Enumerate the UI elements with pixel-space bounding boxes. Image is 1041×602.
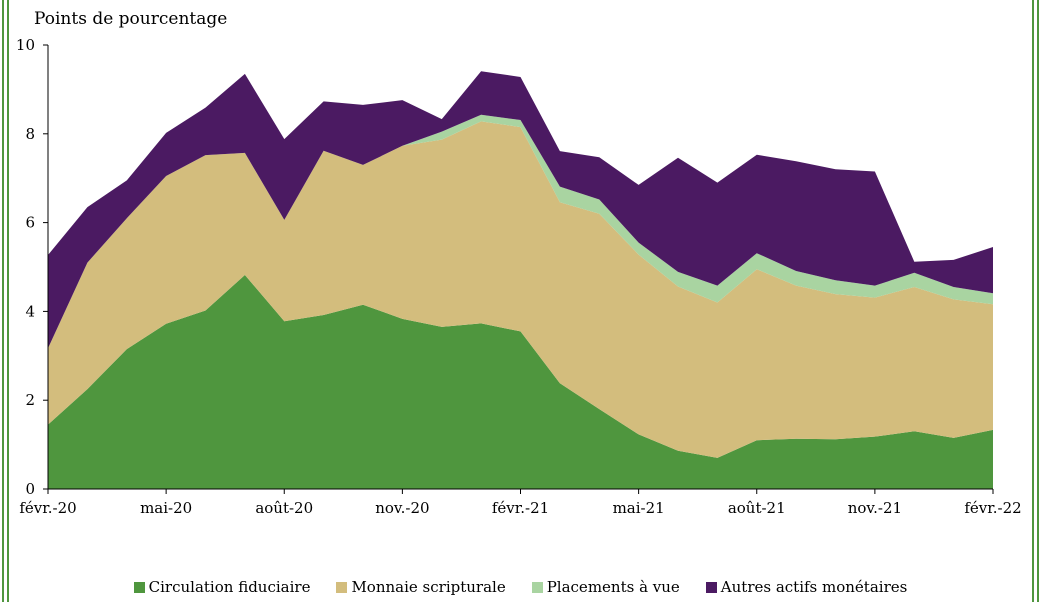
area-layers [48, 71, 993, 489]
legend-item: Placements à vue [531, 578, 680, 596]
axes: 0 2 4 6 8 10 févr.-20 mai-20 août-20 nov.-20 févr.… [16, 36, 1022, 517]
legend-item: Autres actifs monétaires [705, 578, 908, 596]
x-tick-label: août-21 [728, 499, 786, 517]
legend-swatch [705, 581, 717, 593]
y-tick-label: 4 [25, 302, 35, 320]
y-tick-label: 0 [25, 480, 35, 498]
x-tick-label: févr.-22 [964, 499, 1021, 517]
legend-label: Autres actifs monétaires [720, 578, 908, 596]
legend-label: Placements à vue [546, 578, 680, 596]
frame-border-right-inner [1032, 0, 1034, 602]
frame-border-left-inner [7, 0, 9, 602]
legend-item: Monnaie scripturale [336, 578, 506, 596]
area-series-3 [48, 71, 993, 349]
frame-border-right-outer [1037, 0, 1039, 602]
y-tick-label: 10 [16, 36, 35, 54]
x-tick-label: févr.-21 [492, 499, 549, 517]
x-tick-label: févr.-20 [19, 499, 76, 517]
legend-swatch [336, 581, 348, 593]
x-tick-label: mai-21 [613, 499, 665, 517]
x-tick-label: août-20 [255, 499, 313, 517]
y-axis-title: Points de pourcentage [34, 9, 227, 29]
y-tick-label: 6 [25, 214, 35, 232]
frame-border-left-outer [2, 0, 4, 602]
legend-label: Monnaie scripturale [351, 578, 506, 596]
legend-label: Circulation fiduciaire [148, 578, 311, 596]
x-tick-label: mai-20 [140, 499, 192, 517]
area-series-1 [48, 121, 993, 458]
legend: Circulation fiduciaire Monnaie scriptural… [0, 578, 1041, 596]
x-tick-label: nov.-21 [848, 499, 902, 517]
legend-swatch [133, 581, 145, 593]
y-tick-label: 2 [25, 391, 35, 409]
x-tick-label: nov.-20 [375, 499, 429, 517]
legend-swatch [531, 581, 543, 593]
legend-item: Circulation fiduciaire [133, 578, 311, 596]
y-tick-label: 8 [25, 125, 35, 143]
area-series-0 [48, 275, 993, 489]
